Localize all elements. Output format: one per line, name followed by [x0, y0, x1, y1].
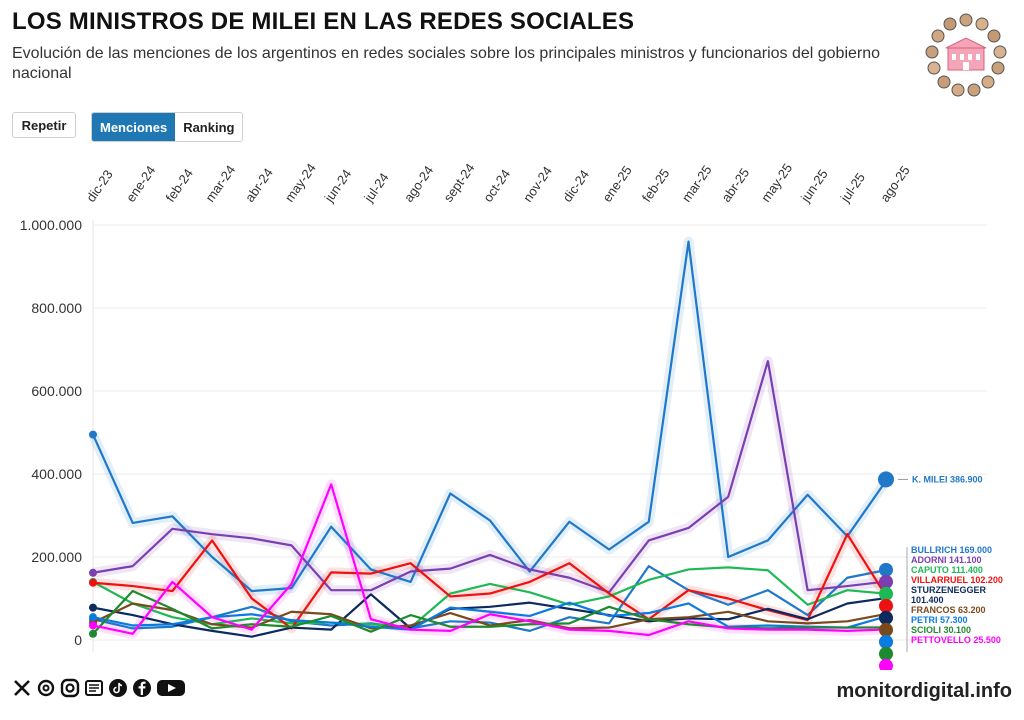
series-start-point [89, 629, 97, 638]
y-tick-label: 800.000 [31, 300, 82, 316]
faces-ring-icon [925, 13, 1007, 97]
y-tick-label: 0 [74, 632, 82, 648]
line-chart: 0200.000400.000600.000800.0001.000.000di… [20, 161, 1003, 670]
series-end-label: PETTOVELLO 25.500 [911, 635, 1001, 645]
x-tick-label: may-25 [758, 161, 795, 205]
series-line-sturzenegger[interactable] [92, 593, 888, 638]
series-end-label: ADORNI 141.100 [911, 555, 982, 565]
x-tick-label: dic-24 [560, 167, 593, 205]
series-end-marker[interactable] [879, 574, 893, 589]
x-tick-label: abr-25 [718, 165, 752, 204]
x-tick-label: oct-24 [480, 167, 513, 205]
series-line-scioli[interactable] [92, 589, 888, 635]
casa-rosada-icon [945, 37, 987, 71]
x-tick-label: sept-24 [440, 161, 477, 205]
mentions-tab[interactable]: Menciones [92, 113, 176, 141]
series-end-label: SCIOLI 30.100 [911, 625, 971, 635]
series-end-label: CAPUTO 111.400 [911, 565, 983, 575]
x-tick-label: mar-25 [679, 162, 715, 204]
series-end-label: FRANCOS 63.200 [911, 605, 986, 615]
series-line-k-milei[interactable] [91, 240, 888, 593]
instagram-icon[interactable] [60, 678, 80, 698]
series-end-label: PETRI 57.300 [911, 615, 968, 625]
facebook-icon[interactable] [132, 678, 152, 698]
y-tick-label: 1.000.000 [20, 217, 82, 233]
series-line-bullrich[interactable] [92, 565, 888, 632]
brand-name: monitordigital.info [836, 680, 1012, 702]
y-tick-label: 600.000 [31, 383, 82, 399]
x-tick-label: ene-25 [599, 163, 635, 205]
series-end-marker[interactable] [878, 471, 894, 488]
youtube-icon[interactable] [156, 678, 186, 698]
series-start-point [89, 578, 97, 587]
view-toggle: Menciones Ranking [91, 112, 244, 142]
x-tick-label: jun-24 [321, 167, 355, 206]
series-line-francos[interactable] [92, 602, 888, 630]
x-tick-label: dic-23 [83, 167, 116, 205]
series-end-marker[interactable] [879, 586, 893, 601]
x-tick-label: ene-24 [123, 163, 159, 205]
repeat-button[interactable]: Repetir [12, 112, 76, 138]
x-tick-label: feb-24 [163, 166, 196, 205]
series-line-pettovello[interactable] [92, 483, 888, 637]
series-start-point [89, 613, 97, 622]
x-tick-label: nov-24 [520, 164, 555, 205]
x-tick-label: feb-25 [639, 166, 672, 205]
series-end-label: BULLRICH 169.000 [911, 545, 992, 555]
series-end-marker[interactable] [879, 622, 893, 637]
series-end-label: 101.400 [911, 595, 944, 605]
series-start-point [89, 430, 97, 439]
y-tick-label: 200.000 [31, 549, 82, 565]
x-icon[interactable] [12, 678, 32, 698]
x-tick-label: jun-25 [797, 167, 831, 206]
x-tick-label: jul-25 [837, 170, 868, 205]
series-end-label: STURZENEGGER [911, 585, 987, 595]
ranking-tab[interactable]: Ranking [175, 113, 243, 141]
series-end-marker[interactable] [879, 646, 893, 661]
series-end-marker[interactable] [879, 634, 893, 649]
series-start-point [89, 568, 97, 577]
x-tick-label: mar-24 [202, 162, 238, 204]
ministers-logo [925, 13, 1007, 97]
series-end-marker[interactable] [879, 598, 893, 613]
series-end-marker[interactable] [879, 658, 893, 670]
social-icons [12, 678, 186, 698]
chart-subtitle: Evolución de las menciones de los argent… [12, 45, 881, 82]
tiktok-icon[interactable] [108, 678, 128, 698]
series-line-petri[interactable] [92, 601, 888, 631]
news-icon[interactable] [84, 678, 104, 698]
series-line-adorni[interactable] [92, 360, 888, 594]
threads-icon[interactable] [36, 678, 56, 698]
x-tick-label: abr-24 [242, 165, 276, 204]
y-tick-label: 400.000 [31, 466, 82, 482]
x-tick-label: jul-24 [360, 170, 391, 205]
series-start-point [89, 603, 97, 612]
x-tick-label: ago-24 [401, 163, 437, 205]
series-line-villarruel[interactable] [92, 533, 888, 630]
x-tick-label: may-24 [282, 161, 319, 205]
series-start-point [89, 621, 97, 630]
series-end-label: K. MILEI 386.900 [912, 474, 983, 484]
series-end-marker[interactable] [879, 562, 893, 577]
series-end-label: VILLARRUEL 102.200 [911, 575, 1003, 585]
x-tick-label: ago-25 [877, 163, 913, 205]
series-end-marker[interactable] [879, 610, 893, 625]
chart-title: LOS MINISTROS DE MILEI EN LAS REDES SOCI… [12, 8, 635, 35]
